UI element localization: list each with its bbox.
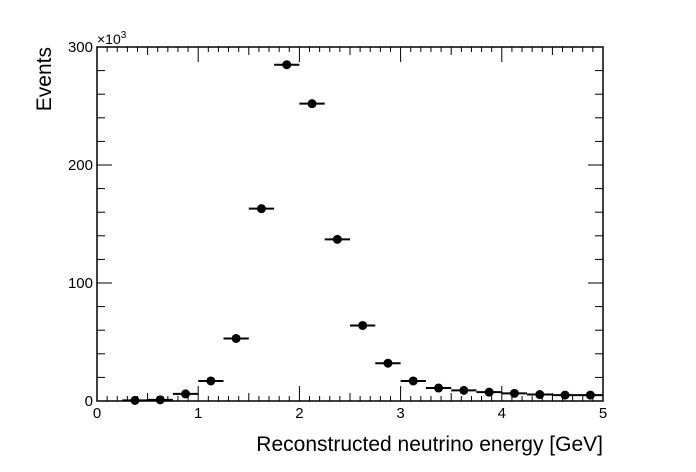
data-point xyxy=(223,333,249,343)
data-marker xyxy=(484,387,494,397)
data-marker xyxy=(509,388,519,398)
data-point xyxy=(147,395,173,405)
y-tick-label: 300 xyxy=(68,39,93,56)
data-marker xyxy=(130,395,140,405)
y-axis-scale-note: ×103 xyxy=(97,30,127,47)
data-marker xyxy=(307,99,317,109)
y-tick-label: 100 xyxy=(68,275,93,292)
data-point xyxy=(274,60,300,70)
x-tick-label: 3 xyxy=(396,405,404,422)
y-tick-label: 200 xyxy=(68,157,93,174)
data-point xyxy=(451,385,477,395)
data-marker xyxy=(332,234,342,244)
data-point xyxy=(248,204,275,214)
data-marker xyxy=(535,390,545,400)
y-tick-label: 0 xyxy=(85,393,93,410)
x-tick-label: 2 xyxy=(295,405,303,422)
data-marker xyxy=(383,358,393,368)
data-marker xyxy=(434,383,444,393)
data-marker xyxy=(408,376,418,386)
plot-frame xyxy=(96,46,604,402)
data-point xyxy=(577,390,603,400)
data-marker xyxy=(358,320,368,330)
data-point xyxy=(400,376,426,386)
data-point xyxy=(122,395,148,405)
data-point xyxy=(476,387,502,397)
data-point xyxy=(552,390,578,400)
axis-ticks xyxy=(96,46,604,402)
data-point xyxy=(299,99,325,109)
data-point xyxy=(198,376,224,386)
data-point xyxy=(501,388,528,398)
x-tick-label: 0 xyxy=(93,405,101,422)
axis-tick-labels: 0 1 2 3 4 5 0 100 200 300 xyxy=(68,39,607,422)
data-marker xyxy=(231,333,241,343)
data-marker xyxy=(459,385,469,395)
data-point xyxy=(527,390,553,400)
data-point xyxy=(172,389,199,399)
data-marker xyxy=(155,395,165,405)
x-axis-title: Reconstructed neutrino energy [GeV] xyxy=(256,433,603,456)
y-axis-title: Events xyxy=(33,47,56,111)
data-marker xyxy=(181,389,191,399)
data-points xyxy=(122,60,603,405)
data-point xyxy=(375,358,401,368)
data-marker xyxy=(206,376,216,386)
data-point xyxy=(350,320,376,330)
data-marker xyxy=(560,390,570,400)
data-point xyxy=(425,383,452,393)
x-tick-label: 5 xyxy=(599,405,607,422)
x-tick-label: 1 xyxy=(194,405,202,422)
data-marker xyxy=(585,390,595,400)
data-point xyxy=(324,234,350,244)
x-tick-label: 4 xyxy=(498,405,506,422)
data-marker xyxy=(282,60,292,70)
data-marker xyxy=(256,204,266,214)
